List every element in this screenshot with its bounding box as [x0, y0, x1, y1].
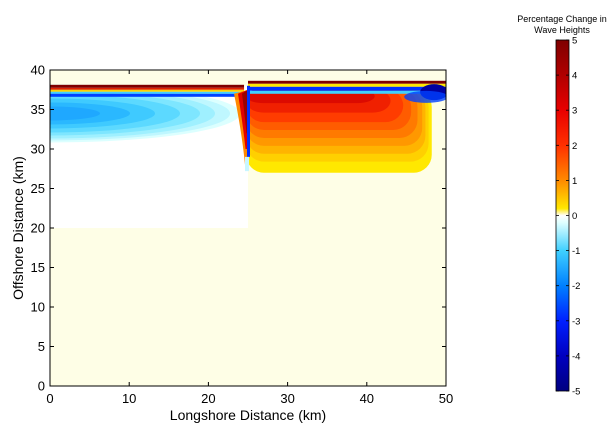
shore-band-left [50, 87, 245, 90]
x-axis: 0 10 20 30 40 50 [46, 70, 453, 406]
colorbar-tick-label: 3 [572, 106, 577, 117]
colorbar-tick-label: 0 [572, 211, 577, 222]
colorbar-tick-label: 1 [572, 176, 577, 187]
shore-band-right [248, 83, 446, 87]
field-contours [50, 80, 446, 228]
x-axis-label: Longshore Distance (km) [170, 407, 326, 423]
step-line [247, 85, 250, 157]
y-axis: 0 5 10 15 20 25 30 35 40 [31, 63, 446, 394]
colorbar-tick-label: -1 [572, 246, 580, 257]
colorbar-tick-label: -2 [572, 281, 580, 292]
shore-band-right [248, 80, 446, 84]
plot-area [49, 69, 447, 387]
y-tick-label: 30 [31, 142, 45, 157]
shore-band-right [248, 90, 446, 94]
colorbar-tick-label: -5 [572, 387, 580, 398]
colorbar-ticks: 5 4 3 2 1 0 -1 -2 -3 -4 -5 [556, 36, 580, 398]
y-tick-label: 5 [38, 339, 45, 354]
shore-band-left [50, 93, 245, 97]
shore-band-left [50, 89, 245, 92]
colorbar-tick-label: -3 [572, 316, 580, 327]
x-tick-label: 50 [439, 391, 453, 406]
y-tick-label: 40 [31, 63, 45, 78]
colorbar-tick-label: 4 [572, 71, 577, 82]
y-tick-label: 20 [31, 221, 45, 236]
x-tick-label: 0 [46, 391, 53, 406]
shore-band-left [50, 91, 245, 94]
x-tick-label: 30 [280, 391, 294, 406]
negative-contour [50, 106, 100, 121]
shore-band-right [248, 86, 446, 91]
y-axis-label: Offshore Distance (km) [10, 156, 26, 300]
colorbar: Percentage Change in Wave Heights 5 4 3 2 1 0… [517, 14, 607, 398]
x-tick-label: 40 [360, 391, 374, 406]
colorbar-title-line-1: Percentage Change in [517, 14, 607, 24]
y-tick-label: 25 [31, 181, 45, 196]
x-tick-label: 10 [122, 391, 136, 406]
y-tick-label: 35 [31, 102, 45, 117]
colorbar-title-line-2: Wave Heights [534, 25, 590, 35]
colorbar-tick-label: 5 [572, 36, 577, 47]
colorbar-tick-label: -4 [572, 351, 580, 362]
x-tick-label: 20 [201, 391, 215, 406]
y-tick-label: 0 [38, 379, 45, 394]
shore-band-left [50, 84, 245, 88]
step-foot [245, 156, 249, 172]
shore-blob-right [404, 90, 446, 103]
y-tick-label: 10 [31, 300, 45, 315]
step-wedge [242, 89, 248, 134]
colorbar-tick-label: 2 [572, 141, 577, 152]
y-tick-label: 15 [31, 260, 45, 275]
